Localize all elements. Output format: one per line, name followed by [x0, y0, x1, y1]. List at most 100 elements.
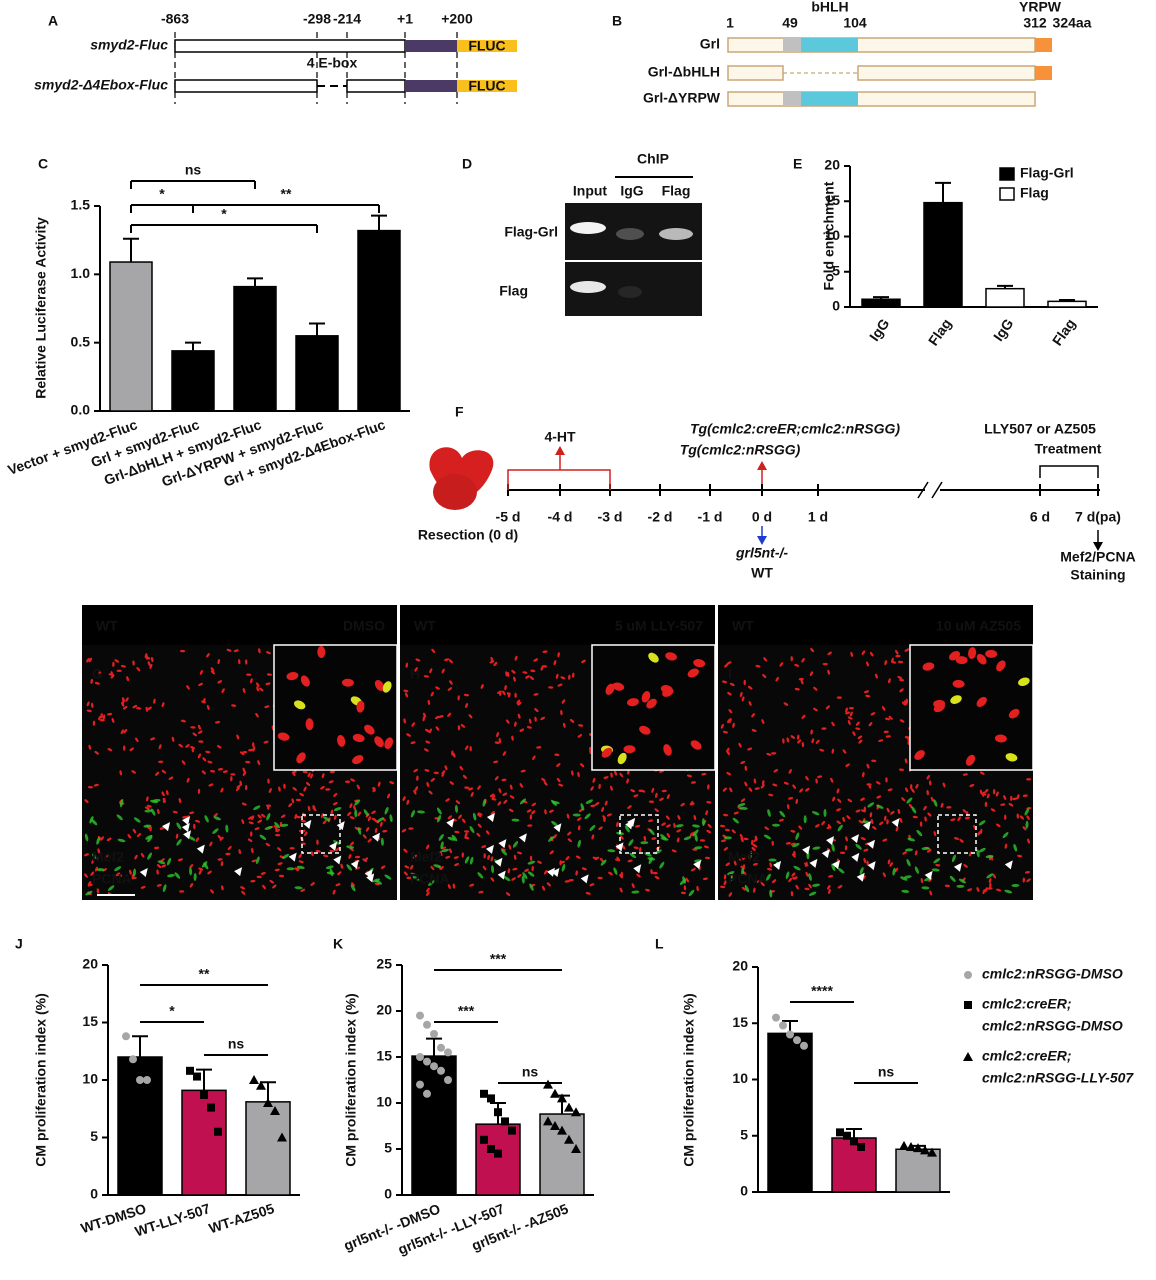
nucleus: [303, 786, 307, 792]
nucleus: [693, 815, 697, 821]
nucleus: [1004, 814, 1007, 820]
nucleus: [374, 736, 384, 748]
image-header: [400, 605, 715, 645]
nucleus: [248, 748, 254, 752]
nucleus: [868, 722, 873, 727]
nucleus: [431, 648, 436, 653]
box: [727, 65, 784, 81]
pcna: [133, 817, 141, 823]
nucleus: [317, 646, 326, 659]
nucleus: [831, 748, 835, 754]
label: ChIP: [637, 151, 669, 167]
point: [207, 1103, 215, 1112]
nucleus: [498, 738, 502, 744]
nucleus: [962, 809, 967, 814]
nucleus: [517, 701, 522, 706]
nucleus: [410, 741, 416, 745]
nucleus: [760, 784, 765, 789]
nucleus: [251, 848, 254, 854]
nucleus: [198, 682, 203, 687]
arrowhead: [862, 821, 871, 831]
nucleus: [885, 735, 891, 738]
pcna: [132, 868, 137, 877]
nucleus: [825, 705, 830, 710]
pcna: [384, 874, 392, 880]
nucleus: [827, 669, 831, 675]
nucleus: [216, 745, 222, 749]
nucleus: [729, 787, 733, 793]
nucleus: [150, 737, 156, 741]
point: [501, 1117, 509, 1126]
pcna: [767, 809, 771, 817]
nucleus: [577, 825, 581, 831]
bar: [357, 229, 401, 412]
pcna: [436, 807, 442, 815]
nucleus: [93, 783, 99, 787]
nucleus: [451, 750, 454, 756]
point: [899, 1140, 909, 1150]
nucleus: [957, 816, 961, 822]
point: [913, 1143, 923, 1153]
nucleus: [322, 820, 327, 825]
nucleus: [590, 786, 594, 791]
nucleus: [855, 809, 861, 813]
pcna: [905, 848, 913, 852]
nucleus: [585, 892, 591, 895]
arrowhead: [162, 822, 171, 832]
point: [256, 1080, 266, 1090]
error-bar: [132, 1035, 148, 1057]
pcna: [811, 811, 820, 816]
nucleus: [145, 796, 149, 802]
error-bar: [846, 1128, 862, 1138]
nucleus: [748, 787, 753, 792]
nucleus: [254, 827, 260, 831]
nucleus: [441, 772, 445, 777]
pcna: [675, 824, 684, 828]
nucleus: [639, 847, 642, 853]
nucleus: [236, 786, 240, 792]
nucleus: [1012, 797, 1018, 801]
pcna: [906, 797, 913, 804]
nucleus: [899, 678, 905, 682]
nucleus: [575, 870, 578, 876]
nucleus: [512, 867, 518, 871]
pcna: [376, 817, 384, 823]
nucleus: [505, 892, 511, 896]
point: [786, 1030, 794, 1039]
nucleus: [424, 748, 429, 752]
annotation: ns: [185, 162, 202, 178]
nucleus: [533, 658, 539, 662]
nucleus: [371, 810, 376, 814]
nucleus: [123, 745, 126, 751]
pcna: [771, 823, 780, 827]
arrowhead: [518, 833, 527, 843]
annotation: ***: [458, 1003, 475, 1019]
nucleus: [982, 889, 986, 895]
pcna: [519, 798, 527, 805]
nucleus: [145, 656, 151, 660]
nucleus: [195, 837, 200, 842]
pcna: [803, 815, 807, 824]
label: smyd2-Fluc: [90, 37, 168, 53]
line: [931, 481, 943, 499]
nucleus: [494, 741, 500, 744]
nucleus: [320, 785, 325, 790]
error-bar: [935, 181, 951, 203]
nucleus: [239, 780, 243, 786]
pcna: [350, 884, 356, 892]
nucleus: [899, 719, 905, 723]
nucleus: [337, 734, 346, 747]
nucleus: [751, 729, 757, 732]
nucleus: [341, 678, 354, 687]
label: Flag-Grl: [504, 224, 558, 240]
nucleus: [242, 688, 246, 694]
nucleus: [98, 670, 102, 676]
nucleus: [566, 813, 570, 819]
nucleus: [610, 785, 613, 791]
y-tick-label: 20: [824, 157, 840, 173]
nucleus: [650, 869, 653, 875]
nucleus: [619, 874, 623, 879]
nucleus: [91, 859, 95, 864]
nucleus: [499, 690, 502, 697]
pcna: [795, 832, 800, 840]
